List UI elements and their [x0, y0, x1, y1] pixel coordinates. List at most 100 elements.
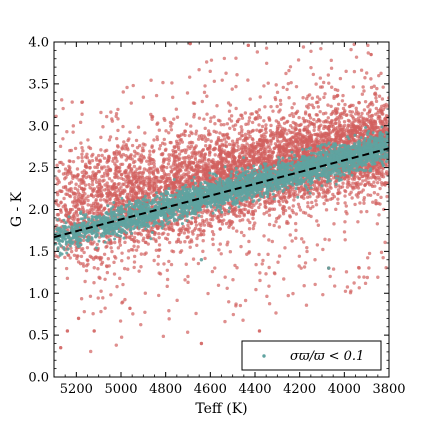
red-point	[67, 159, 71, 163]
red-point	[132, 244, 136, 248]
red-point	[318, 109, 322, 114]
red-point	[76, 173, 80, 178]
red-point	[234, 106, 238, 111]
red-point	[133, 170, 138, 174]
red-point	[177, 157, 182, 161]
red-point	[75, 167, 80, 171]
red-point	[267, 284, 271, 288]
red-point	[372, 180, 376, 184]
red-point	[111, 159, 115, 163]
red-point	[248, 97, 252, 101]
red-point	[290, 239, 294, 243]
red-point	[329, 104, 333, 109]
red-point	[94, 193, 98, 198]
red-point	[290, 111, 294, 116]
red-point	[197, 116, 202, 120]
red-point	[100, 153, 104, 158]
red-point	[109, 293, 113, 297]
red-point	[262, 119, 266, 123]
red-point	[73, 195, 77, 200]
red-point	[326, 73, 331, 77]
red-point	[254, 110, 258, 114]
red-point	[310, 96, 315, 100]
red-point	[110, 179, 114, 183]
red-point	[157, 243, 162, 247]
red-point	[60, 98, 64, 102]
red-point	[363, 281, 368, 286]
red-point	[233, 123, 238, 127]
red-point	[376, 116, 380, 121]
red-point	[61, 172, 66, 176]
red-point	[267, 213, 272, 217]
red-point	[349, 47, 353, 52]
red-point	[84, 171, 89, 175]
red-point	[199, 150, 203, 154]
red-point	[255, 50, 260, 54]
red-point	[211, 242, 215, 247]
red-point	[157, 248, 162, 252]
red-point	[132, 164, 137, 169]
red-point	[202, 90, 207, 95]
red-point	[297, 115, 301, 120]
red-point	[85, 245, 90, 250]
red-point	[285, 87, 289, 92]
red-point	[293, 138, 298, 142]
red-point	[263, 105, 267, 109]
red-point	[207, 161, 211, 166]
red-point	[164, 173, 169, 177]
red-point	[208, 69, 212, 74]
red-point	[204, 60, 209, 64]
red-point	[87, 182, 91, 187]
red-point	[213, 122, 217, 126]
red-point	[304, 303, 309, 307]
red-point	[238, 214, 242, 218]
red-point	[303, 261, 308, 265]
red-point	[114, 136, 119, 141]
red-point	[161, 80, 165, 85]
red-point	[366, 193, 370, 197]
red-point	[83, 279, 87, 284]
red-point	[206, 146, 210, 151]
red-point	[248, 220, 252, 225]
red-point	[267, 222, 272, 227]
red-point	[167, 309, 171, 313]
red-point	[105, 270, 110, 275]
red-point	[121, 124, 125, 129]
red-point	[96, 267, 100, 271]
red-point	[147, 156, 151, 160]
red-point	[351, 122, 355, 126]
red-point	[107, 234, 111, 238]
red-point	[128, 130, 132, 134]
red-point	[310, 103, 314, 107]
red-point	[167, 240, 172, 245]
red-point	[68, 207, 73, 212]
red-point	[170, 190, 174, 195]
red-point	[292, 194, 297, 199]
red-point	[209, 139, 213, 143]
red-point	[120, 259, 124, 263]
red-point	[197, 175, 201, 180]
red-point	[356, 135, 360, 139]
red-point	[196, 261, 201, 266]
red-point	[378, 202, 382, 206]
red-point	[230, 87, 234, 91]
red-point	[111, 156, 116, 161]
red-point	[116, 128, 120, 133]
red-point	[341, 112, 346, 116]
red-point	[271, 109, 275, 113]
red-point	[116, 117, 120, 121]
red-point	[379, 195, 383, 200]
red-point	[222, 137, 227, 141]
red-point	[300, 133, 304, 137]
red-point	[341, 181, 345, 185]
red-point	[377, 213, 381, 217]
red-point	[82, 309, 87, 314]
red-point	[305, 245, 309, 250]
red-point	[264, 46, 269, 50]
red-point	[105, 181, 109, 185]
red-point	[131, 83, 135, 88]
red-point	[122, 266, 127, 271]
red-point	[90, 182, 95, 187]
red-point	[262, 137, 266, 141]
red-point	[107, 158, 111, 163]
